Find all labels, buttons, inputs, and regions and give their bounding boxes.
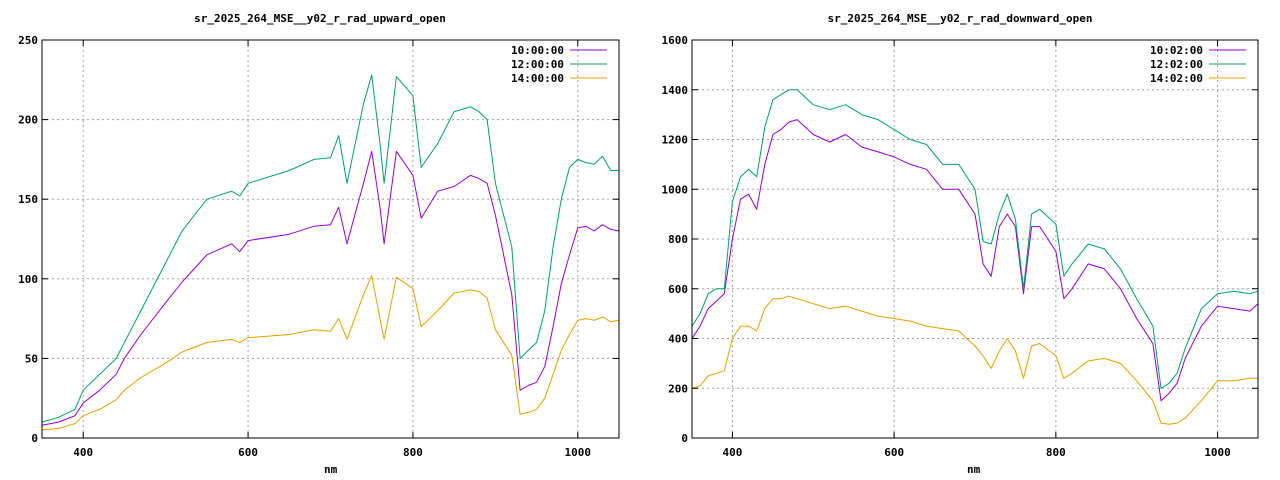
x-tick-label: 800 [403, 446, 423, 459]
x-tick-label: 600 [238, 446, 258, 459]
x-tick-label: 400 [722, 446, 742, 459]
legend-label: 14:02:00 [1150, 72, 1203, 85]
y-tick-label: 0 [31, 432, 38, 445]
x-tick-label: 400 [73, 446, 93, 459]
x-tick-label: 600 [884, 446, 904, 459]
y-tick-label: 150 [18, 193, 38, 206]
plot-border [41, 39, 620, 439]
x-tick-label: 1000 [565, 446, 592, 459]
y-tick-label: 50 [25, 352, 38, 365]
series-line-1 [41, 150, 620, 426]
plot-area: 400 600 800 1000 0 50 100 150 200 250 10:00:0012:0… [18, 34, 620, 459]
legend-label: 14:00:00 [511, 72, 564, 85]
x-tick-label: 800 [1046, 446, 1066, 459]
y-tick-label: 1200 [662, 134, 689, 147]
legend-label: 10:00:00 [511, 44, 564, 57]
x-tick-label: 1000 [1204, 446, 1231, 459]
series-line-3 [691, 295, 1258, 425]
x-axis-label: nm [967, 463, 981, 476]
y-tick-label: 250 [18, 34, 38, 47]
x-axis-label: nm [324, 463, 338, 476]
chart-panel-upward: sr_2025_264_MSE__y02_r_rad_upward_open n… [18, 12, 620, 476]
chart-title: sr_2025_264_MSE__y02_r_rad_downward_open [827, 12, 1093, 25]
series-line-3 [41, 275, 620, 431]
series-line-1 [691, 119, 1259, 402]
chart-panel-downward: sr_2025_264_MSE__y02_r_rad_downward_open… [640, 0, 1280, 480]
series-line-2 [41, 74, 619, 423]
y-tick-label: 1600 [662, 34, 689, 47]
y-tick-label: 200 [668, 382, 688, 395]
y-tick-label: 0 [681, 432, 688, 445]
legend-label: 12:00:00 [511, 58, 564, 71]
y-tick-label: 1000 [662, 183, 689, 196]
plot-area: 400 600 800 1000 0 200 400 600 800 1000 1200 1400 16… [662, 34, 1259, 459]
y-tick-label: 1400 [662, 84, 689, 97]
y-tick-label: 600 [668, 283, 688, 296]
y-tick-label: 400 [668, 333, 688, 346]
legend-label: 12:02:00 [1150, 58, 1203, 71]
y-tick-label: 200 [18, 114, 38, 127]
chart-title: sr_2025_264_MSE__y02_r_rad_upward_open [194, 12, 446, 25]
series-line-2 [691, 89, 1259, 389]
y-tick-label: 800 [668, 233, 688, 246]
y-tick-label: 100 [18, 273, 38, 286]
legend-label: 10:02:00 [1150, 44, 1203, 57]
